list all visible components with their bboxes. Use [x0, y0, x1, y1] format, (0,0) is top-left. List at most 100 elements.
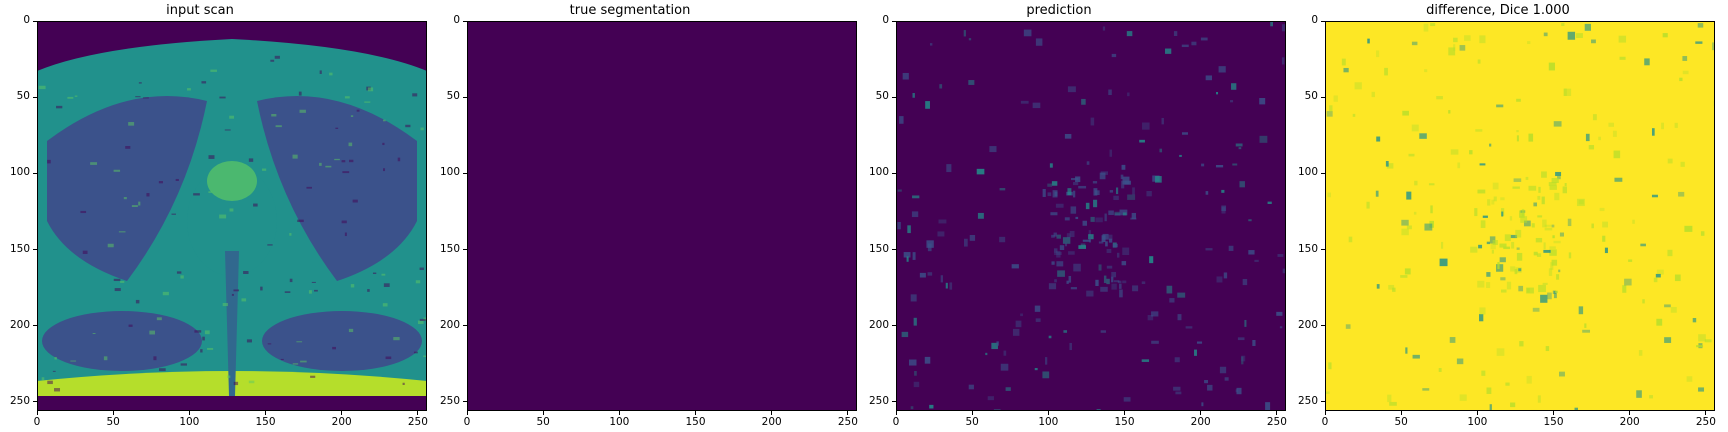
y-tick-label: 100: [868, 166, 889, 179]
y-tick-label: 0: [1311, 14, 1318, 26]
panel-input-scan: input scan 0 50 100 150 200 250 0 50 100 150 200 25…: [0, 0, 428, 432]
x-tick: [1553, 411, 1555, 415]
y-tick-label: 50: [875, 90, 889, 103]
x-tick: [1124, 411, 1126, 415]
x-tick: [341, 411, 343, 415]
panel-title: input scan: [166, 3, 234, 18]
x-tick: [112, 411, 114, 415]
x-tick: [1200, 411, 1202, 415]
panel-difference: difference, Dice 1.000 0 50 100 150 200 250 0 5…: [1288, 0, 1716, 432]
panel-title: prediction: [1026, 3, 1092, 18]
y-tick-label: 250: [1297, 394, 1318, 407]
y-tick-label: 200: [1297, 318, 1318, 331]
panel-title: difference, Dice 1.000: [1426, 3, 1570, 18]
x-tick-label: 150: [685, 416, 706, 428]
y-tick-label: 250: [868, 394, 889, 407]
y-tick-label: 200: [868, 318, 889, 331]
x-tick: [1047, 411, 1049, 415]
x-tick-label: 200: [331, 416, 352, 428]
x-tick-label: 100: [1038, 416, 1059, 428]
y-tick: [1321, 96, 1325, 98]
image-content: [1325, 21, 1715, 411]
x-tick-label: 200: [1619, 416, 1640, 428]
y-tick: [463, 172, 467, 174]
y-tick: [463, 96, 467, 98]
x-tick-label: 50: [536, 416, 550, 428]
y-tick-label: 150: [9, 242, 30, 255]
y-tick-label: 0: [23, 14, 30, 26]
y-tick: [33, 401, 37, 403]
y-tick-label: 100: [439, 166, 460, 179]
y-tick-label: 150: [868, 242, 889, 255]
y-tick: [33, 172, 37, 174]
x-tick: [895, 411, 897, 415]
x-tick-label: 150: [1114, 416, 1135, 428]
y-tick-label: 50: [16, 90, 30, 103]
y-tick-label: 50: [446, 90, 460, 103]
y-tick-label: 0: [882, 14, 889, 26]
x-tick: [466, 411, 468, 415]
y-tick: [33, 249, 37, 251]
x-tick: [1705, 411, 1707, 415]
x-tick-label: 100: [1467, 416, 1488, 428]
x-tick-label: 50: [106, 416, 120, 428]
panel-prediction: prediction 0 50 100 150 200 250 0 50 100 150 200 25…: [859, 0, 1287, 432]
y-tick-label: 150: [439, 242, 460, 255]
x-tick: [1324, 411, 1326, 415]
image-content: [37, 21, 427, 411]
x-tick-label: 0: [33, 416, 41, 428]
x-tick: [1629, 411, 1631, 415]
x-tick-label: 150: [1543, 416, 1564, 428]
y-tick: [33, 20, 37, 22]
x-tick: [847, 411, 849, 415]
image-content: [896, 21, 1286, 411]
x-tick: [771, 411, 773, 415]
x-tick-label: 250: [1266, 416, 1287, 428]
x-tick: [417, 411, 419, 415]
y-tick: [1321, 249, 1325, 251]
y-tick: [1321, 172, 1325, 174]
x-tick-label: 250: [837, 416, 858, 428]
x-tick-label: 50: [1394, 416, 1408, 428]
y-tick: [1321, 401, 1325, 403]
image-plot: 0 50 100 150 200 250 0 50 100 150 200 250: [1298, 14, 1716, 428]
x-tick-label: 250: [1695, 416, 1716, 428]
x-tick: [618, 411, 620, 415]
x-tick-label: 0: [892, 416, 900, 428]
y-tick: [463, 20, 467, 22]
image-plot: 0 50 100 150 200 250 0 50 100 150 200 250: [440, 14, 858, 428]
x-tick: [542, 411, 544, 415]
y-tick: [892, 325, 896, 327]
y-tick-label: 50: [1304, 90, 1318, 103]
x-tick: [1400, 411, 1402, 415]
y-tick: [892, 172, 896, 174]
y-tick: [33, 96, 37, 98]
x-tick-label: 200: [1190, 416, 1211, 428]
panel-true-segmentation: true segmentation 0 50 100 150 200 250 0 50 100 1…: [430, 0, 858, 432]
x-tick-label: 250: [407, 416, 428, 428]
y-tick: [892, 20, 896, 22]
x-tick-label: 200: [761, 416, 782, 428]
x-tick: [188, 411, 190, 415]
y-tick: [463, 401, 467, 403]
y-tick: [892, 96, 896, 98]
y-tick: [1321, 325, 1325, 327]
image-content: [467, 21, 857, 411]
x-tick-label: 100: [609, 416, 630, 428]
y-tick-label: 200: [9, 318, 30, 331]
y-tick-label: 250: [9, 394, 30, 407]
x-tick-label: 50: [965, 416, 979, 428]
x-tick: [971, 411, 973, 415]
x-tick: [695, 411, 697, 415]
x-tick-label: 150: [255, 416, 276, 428]
x-tick: [265, 411, 267, 415]
y-tick: [463, 325, 467, 327]
image-plot: 0 50 100 150 200 250 0 50 100 150 200 250: [10, 14, 428, 428]
x-tick: [1476, 411, 1478, 415]
y-tick-label: 0: [453, 14, 460, 26]
y-tick: [892, 249, 896, 251]
panel-title: true segmentation: [569, 3, 691, 18]
y-tick: [1321, 20, 1325, 22]
y-tick-label: 200: [439, 318, 460, 331]
y-tick: [892, 401, 896, 403]
